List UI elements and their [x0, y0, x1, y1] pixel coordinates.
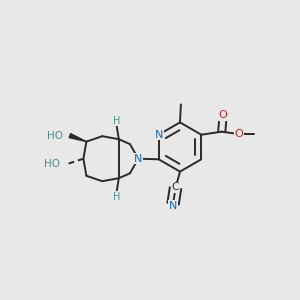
Polygon shape: [69, 134, 86, 142]
Text: H: H: [113, 192, 120, 202]
Text: HO: HO: [47, 130, 63, 141]
Text: H: H: [113, 116, 120, 126]
Text: C: C: [171, 182, 178, 192]
Text: O: O: [219, 110, 228, 120]
Text: N: N: [169, 201, 177, 211]
Text: HO: HO: [44, 159, 60, 169]
Text: N: N: [134, 154, 142, 164]
Text: O: O: [235, 129, 244, 139]
Text: N: N: [154, 130, 163, 140]
